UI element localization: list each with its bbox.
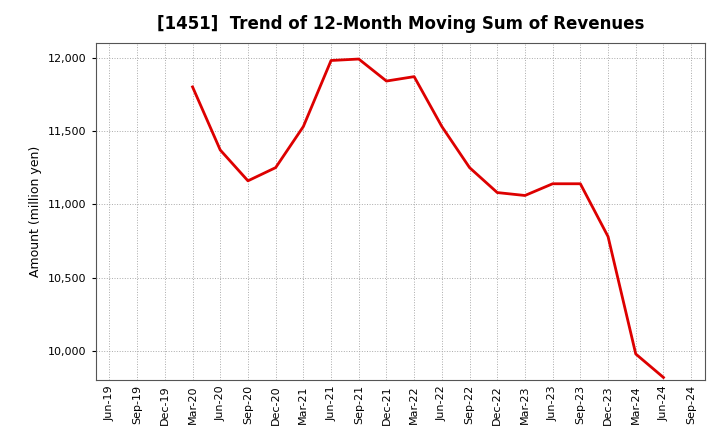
Title: [1451]  Trend of 12-Month Moving Sum of Revenues: [1451] Trend of 12-Month Moving Sum of R… [157,15,644,33]
Y-axis label: Amount (million yen): Amount (million yen) [30,146,42,277]
